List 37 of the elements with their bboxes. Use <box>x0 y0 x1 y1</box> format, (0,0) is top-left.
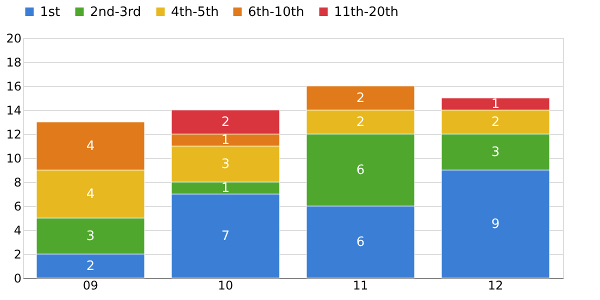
y-tick-label: 16 <box>6 80 22 94</box>
x-tick-label: 11 <box>352 278 368 292</box>
y-tick-label: 10 <box>6 152 22 166</box>
legend-label: 11th-20th <box>334 4 398 20</box>
y-tick-label: 4 <box>14 224 22 238</box>
data-label: 4 <box>86 139 95 154</box>
data-label: 2 <box>356 115 365 130</box>
data-label: 3 <box>221 157 230 172</box>
y-tick-label: 20 <box>6 32 22 46</box>
x-tick-label: 10 <box>218 278 234 292</box>
y-tick-label: 2 <box>14 248 22 262</box>
legend-label: 6th-10th <box>248 4 304 20</box>
data-label: 1 <box>221 181 230 196</box>
x-tick-label: 12 <box>488 278 504 292</box>
y-tick-label: 14 <box>6 104 22 118</box>
data-label: 1 <box>221 133 230 148</box>
data-label: 3 <box>491 145 500 160</box>
data-label: 3 <box>86 229 95 244</box>
y-tick-label: 12 <box>6 128 22 142</box>
data-label: 6 <box>356 235 365 250</box>
data-label: 7 <box>221 229 230 244</box>
data-label: 2 <box>86 259 95 274</box>
data-label: 2 <box>221 115 230 130</box>
data-label: 2 <box>356 91 365 106</box>
data-label: 1 <box>491 97 500 112</box>
data-label: 2 <box>491 115 500 130</box>
x-tick-label: 09 <box>82 278 98 292</box>
y-tick-label: 8 <box>14 176 22 190</box>
data-label: 4 <box>86 187 95 202</box>
legend-label: 1st <box>40 4 60 20</box>
data-label: 6 <box>356 163 365 178</box>
data-label: 9 <box>491 217 500 232</box>
y-tick-label: 0 <box>14 272 22 286</box>
y-tick-label: 18 <box>6 56 22 70</box>
y-tick-label: 6 <box>14 200 22 214</box>
legend-label: 4th-5th <box>171 4 219 20</box>
legend-label: 2nd-3rd <box>90 4 142 20</box>
